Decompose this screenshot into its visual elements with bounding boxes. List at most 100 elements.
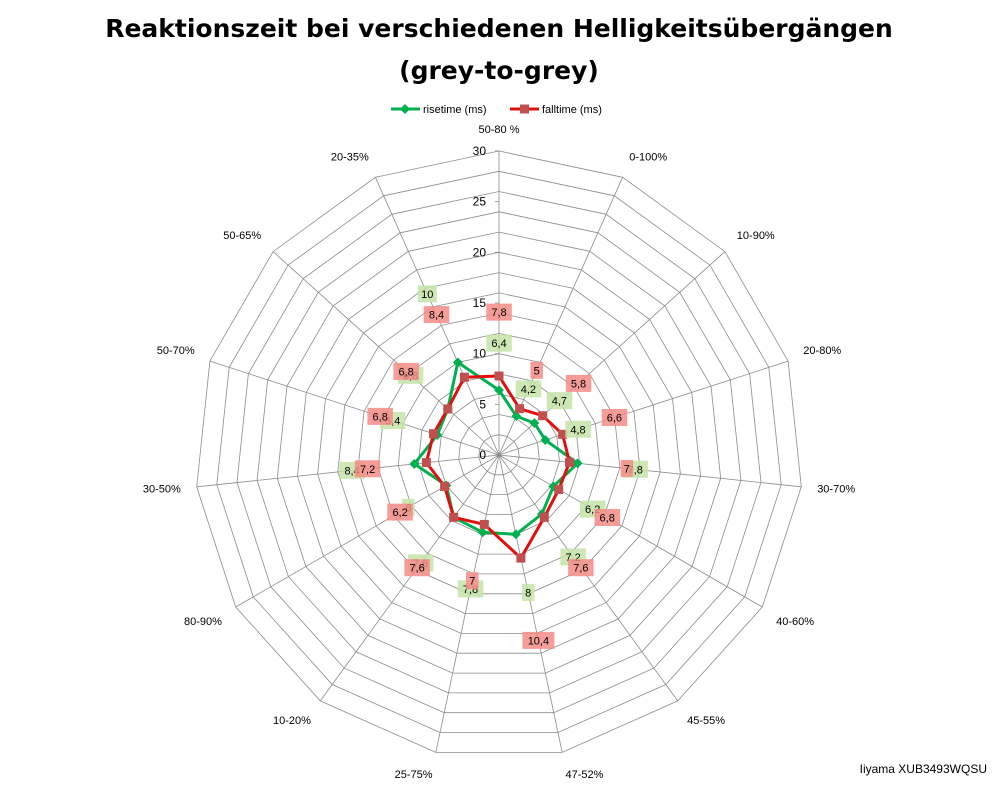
legend-item-falltime: falltime (ms)	[510, 104, 602, 116]
risetime-data-label: 4,7	[552, 396, 567, 408]
falltime-data-label: 6,8	[600, 513, 615, 525]
falltime-data-label: 6,8	[373, 411, 388, 423]
risetime-data-label: 8	[525, 587, 531, 599]
risetime-data-label-bg	[417, 285, 437, 303]
falltime-data-label: 6,8	[398, 366, 413, 378]
risetime-data-label-bg	[522, 583, 535, 601]
legend-label-falltime: falltime (ms)	[542, 104, 602, 116]
tick-label: 30	[473, 144, 487, 158]
data-labels: 6,44,24,74,87,86,27,287,87,668,46,46,810…	[339, 285, 648, 649]
category-label: 0-100%	[629, 152, 667, 164]
grid-ring	[196, 150, 802, 753]
grid-spoke	[435, 454, 500, 753]
risetime-marker	[540, 435, 551, 445]
grid-ring	[276, 231, 722, 674]
tick-label: 15	[473, 296, 487, 310]
falltime-marker	[429, 429, 438, 439]
category-label: 10-90%	[737, 230, 775, 242]
falltime-marker	[440, 481, 450, 491]
grid-spoke	[272, 251, 500, 456]
chart-title-line2: (grey-to-grey)	[399, 56, 599, 85]
falltime-data-label: 7,2	[360, 464, 375, 476]
risetime-data-label-bg	[515, 380, 542, 398]
grid-ring	[296, 251, 702, 654]
grid-ring	[317, 272, 681, 634]
grid-ring	[377, 332, 621, 575]
falltime-data-label: 5	[534, 365, 540, 377]
falltime-marker	[516, 553, 526, 563]
legend-item-risetime: risetime (ms)	[391, 104, 487, 116]
risetime-marker	[494, 385, 504, 396]
falltime-data-label-bg	[423, 306, 450, 324]
grid-ring	[236, 191, 762, 714]
category-label: 30-50%	[143, 483, 181, 495]
tick-label: 10	[473, 347, 487, 361]
falltime-marker	[565, 457, 574, 467]
falltime-data-label: 10,4	[528, 635, 549, 647]
falltime-data-label: 7,6	[409, 563, 424, 575]
category-labels: 50-80 % 0-100% 10-90% 20-80% 30-70% 40-60% 45-…	[143, 124, 855, 781]
risetime-data-label: 10	[421, 289, 433, 301]
series-line-falltime	[424, 374, 571, 560]
grid-ring	[337, 292, 661, 614]
falltime-data-label: 8,4	[429, 310, 444, 322]
watermark: Iiyama XUB3493WQSU	[860, 762, 987, 776]
category-label: 20-35%	[331, 152, 369, 164]
tick-label: 25	[473, 195, 487, 209]
grid-ring	[458, 414, 540, 496]
category-label: 20-80%	[803, 345, 841, 357]
tick-label: 0	[479, 448, 486, 462]
category-label: 45-55%	[687, 715, 725, 727]
falltime-data-label-bg	[404, 559, 430, 577]
risetime-data-label: 4,8	[570, 424, 585, 436]
falltime-marker	[421, 458, 431, 468]
falltime-data-label: 7	[624, 463, 630, 475]
grid-spoke	[498, 454, 802, 488]
risetime-marker	[452, 357, 463, 368]
legend-label-risetime: risetime (ms)	[423, 104, 487, 116]
series-line-risetime	[412, 360, 580, 536]
data-series	[409, 357, 583, 563]
falltime-data-label-bg	[530, 361, 543, 379]
tick-label: 5	[479, 397, 486, 411]
falltime-data-label-bg	[601, 409, 628, 426]
falltime-data-label-bg	[568, 559, 594, 577]
falltime-data-label-bg	[486, 303, 512, 321]
grid-spoke	[319, 454, 500, 702]
tick-label: 20	[473, 245, 487, 259]
risetime-data-label-bg	[486, 334, 512, 352]
falltime-data-label-bg	[387, 503, 413, 521]
risetime-marker	[510, 529, 521, 540]
category-label: 50-65%	[223, 230, 261, 242]
category-label: 10-20%	[273, 715, 311, 727]
falltime-marker	[479, 519, 489, 529]
radial-tick-labels: 0 5 10 15 20 25 30	[473, 144, 499, 462]
falltime-data-label: 6,2	[392, 507, 407, 519]
falltime-marker	[449, 512, 459, 522]
risetime-marker	[477, 527, 488, 538]
risetime-data-label-bg	[546, 392, 573, 410]
category-label: 30-70%	[817, 483, 855, 495]
grid-ring	[216, 170, 782, 733]
category-label: 50-80 %	[479, 124, 520, 136]
grid-ring	[478, 434, 520, 476]
falltime-data-label-bg	[466, 572, 479, 590]
legend: risetime (ms) falltime (ms)	[391, 104, 602, 116]
grid-ring	[256, 211, 742, 694]
grid-ring	[357, 312, 641, 595]
falltime-marker	[558, 429, 568, 439]
risetime-marker	[409, 458, 420, 469]
falltime-marker	[443, 404, 453, 414]
grid-ring	[438, 393, 560, 515]
risetime-marker	[572, 458, 583, 469]
radar-grid	[196, 150, 802, 753]
falltime-marker	[515, 404, 525, 414]
falltime-data-label: 7	[469, 576, 475, 588]
category-label: 50-70%	[157, 345, 195, 357]
grid-ring	[397, 353, 601, 555]
falltime-marker	[539, 512, 549, 522]
falltime-data-label-bg	[367, 407, 393, 425]
category-label: 25-75%	[395, 769, 433, 781]
falltime-data-label-bg	[594, 509, 620, 526]
